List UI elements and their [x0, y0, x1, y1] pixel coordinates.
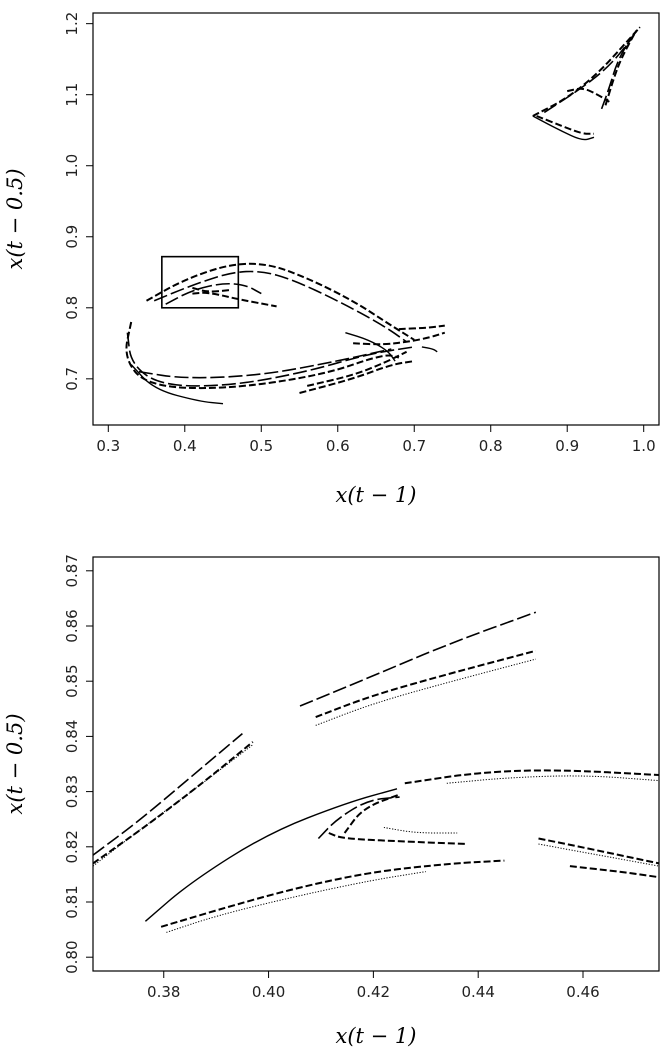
attractor-curve — [536, 115, 594, 135]
attractor-curve — [144, 788, 398, 922]
y-tick-label: 0.87 — [63, 554, 81, 587]
x-tick-label: 0.38 — [147, 983, 180, 1001]
attractor-curve — [569, 865, 660, 879]
attractor-curve — [92, 732, 243, 856]
attractor-curve — [92, 744, 254, 867]
attractor-curve — [538, 843, 660, 867]
attractor-curve — [328, 832, 468, 845]
zoom-highlight-box — [161, 255, 240, 309]
y-tick-label: 0.85 — [63, 664, 81, 697]
x-tick-label: 0.5 — [249, 437, 273, 455]
attractor-curve — [165, 282, 262, 305]
attractor-curve — [315, 658, 536, 726]
attractor-curve — [153, 270, 408, 343]
y-tick-label: 1.2 — [63, 12, 81, 36]
attractor-curve — [138, 348, 392, 379]
top-curves — [125, 26, 641, 405]
top-y-axis-title: x(t − 0.5) — [3, 168, 27, 269]
attractor-curve — [532, 115, 595, 141]
y-tick-label: 0.80 — [63, 940, 81, 973]
attractor-curve — [126, 332, 415, 387]
attractor-curve — [317, 796, 400, 840]
zoomed-phase-plot: 0.38 0.40 0.42 0.44 0.46 0.800.810.820.830.8… — [3, 554, 660, 1048]
attractor-curve — [125, 321, 400, 390]
x-tick-label: 0.44 — [461, 983, 494, 1001]
bottom-curves — [92, 611, 660, 933]
x-tick-label: 0.46 — [566, 983, 599, 1001]
attractor-curve — [404, 769, 660, 785]
x-tick-label: 0.40 — [252, 983, 285, 1001]
top-x-axis-title: x(t − 1) — [336, 483, 417, 507]
top-x-axis: 0.3 0.4 0.5 0.6 0.7 0.8 0.9 1.0 — [96, 425, 656, 455]
y-tick-label: 0.84 — [63, 720, 81, 753]
attractor-curve — [398, 324, 445, 331]
x-tick-label: 0.6 — [326, 437, 350, 455]
attractor-curve — [421, 346, 438, 353]
x-tick-label: 1.0 — [632, 437, 656, 455]
attractor-curve — [306, 350, 408, 387]
x-tick-label: 0.7 — [402, 437, 426, 455]
attractor-curve — [532, 26, 641, 117]
bottom-y-axis-title: x(t − 0.5) — [3, 713, 27, 814]
attractor-curve — [299, 360, 415, 394]
attractor-curve — [192, 286, 231, 293]
attractor-curve — [92, 741, 254, 865]
x-tick-label: 0.42 — [357, 983, 390, 1001]
y-tick-label: 0.7 — [63, 367, 81, 391]
y-tick-label: 0.8 — [63, 296, 81, 320]
x-tick-label: 0.9 — [555, 437, 579, 455]
y-tick-label: 0.81 — [63, 885, 81, 918]
attractor-curve — [146, 262, 415, 341]
attractor-curve — [383, 827, 458, 834]
bottom-x-axis: 0.38 0.40 0.42 0.44 0.46 — [147, 971, 600, 1001]
attractor-curve — [604, 30, 637, 106]
y-tick-label: 0.83 — [63, 775, 81, 808]
bottom-x-axis-title: x(t − 1) — [336, 1024, 417, 1048]
x-tick-label: 0.3 — [96, 437, 120, 455]
top-plot-frame — [92, 12, 660, 426]
top-y-axis: 0.7 0.8 0.9 1.0 1.1 1.2 — [63, 12, 93, 391]
attractor-curve — [538, 837, 660, 865]
y-tick-label: 1.1 — [63, 83, 81, 107]
attractor-curve — [130, 364, 224, 405]
attractor-curve — [345, 332, 396, 362]
attractor-curve — [600, 26, 641, 110]
attractor-curve — [160, 859, 505, 928]
attractor-curve — [315, 649, 537, 719]
bottom-plot-frame — [92, 556, 660, 972]
overview-phase-plot: 0.3 0.4 0.5 0.6 0.7 0.8 0.9 1.0 0.7 0.8 0.9 1.0 1.1… — [3, 12, 660, 507]
attractor-curve — [446, 775, 660, 784]
y-tick-label: 0.86 — [63, 609, 81, 642]
x-tick-label: 0.8 — [479, 437, 503, 455]
y-tick-label: 0.9 — [63, 225, 81, 249]
attractor-curve — [343, 793, 400, 834]
attractor-curve — [566, 87, 610, 103]
bottom-y-axis: 0.80 0.81 0.82 0.83 0.84 0.85 0.86 0.87 — [63, 554, 93, 974]
attractor-curve — [353, 331, 446, 346]
attractor-curve — [299, 611, 537, 707]
y-tick-label: 1.0 — [63, 154, 81, 178]
attractor-curve — [166, 871, 426, 933]
attractor-curve — [543, 37, 633, 114]
y-tick-label: 0.82 — [63, 830, 81, 863]
x-tick-label: 0.4 — [173, 437, 197, 455]
attractor-curve — [192, 291, 277, 308]
